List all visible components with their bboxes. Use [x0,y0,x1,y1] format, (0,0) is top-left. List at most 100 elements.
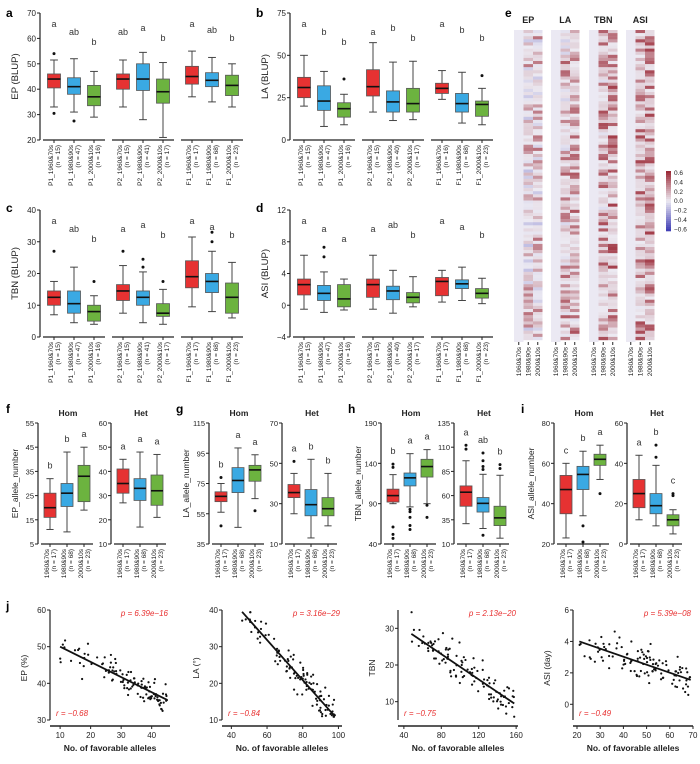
scatter-2-point [462,656,465,659]
colorbar-segment [666,201,671,204]
panel-h-hom-box-1-box [403,472,417,487]
panel-f-het-box-0-n-label: (n = 17) [124,549,131,572]
heatmap-cell [560,132,570,136]
heatmap-cell [560,45,570,49]
heatmap-cell [523,281,533,285]
heatmap-cell [645,305,655,310]
heatmap-cell [523,175,533,179]
panel-g-hom-y-tick-label: 35 [197,540,205,549]
heatmap-cell [608,309,618,313]
panel-g-hom-y-tick-label: 55 [197,510,205,519]
panel-a-box-8-sig-letter: b [229,33,234,43]
heatmap-cell [570,256,580,260]
heatmap-cell [570,309,580,313]
heatmap-cell [570,185,580,189]
panel-f-hom-box-0-n-label: (n = 17) [51,549,58,572]
heatmap-cell [533,274,543,279]
scatter-3-point [671,682,674,685]
colorbar-segment [666,205,671,208]
scatter-3-point [674,685,677,688]
panel-i-het-y-tick-label: 40 [615,459,623,468]
scatter-2-point [430,641,433,644]
scatter-0-point [109,661,112,664]
heatmap-cell [570,123,580,127]
scatter-1-point [292,658,295,661]
heatmap-cell [560,200,570,204]
scatter-1-point [264,622,268,625]
scatter-0-point [121,680,124,684]
panel-i-het-y-tick-label: 0 [619,540,623,549]
heatmap-cell [523,95,533,99]
heatmap-cell [523,219,533,223]
colorbar-segment [666,195,671,198]
heatmap-cell [570,57,580,62]
scatter-2-point [451,637,454,640]
panel-c-y-tick-label: 20 [27,270,36,279]
panel-h-het-box-0-outlier [464,443,468,447]
scatter-1-x-label: No. of favorable alleles [236,743,329,753]
heatmap-cell [635,48,645,52]
scatter-2-point [422,635,425,638]
colorbar-segment [666,177,671,180]
heatmap-cell [645,67,655,71]
heatmap-cell [523,107,533,111]
scatter-3-point [583,655,586,658]
scatter-0-point [153,697,156,700]
heatmap-cell [560,70,570,74]
panel-f-het-box-2-n-label: (n = 23) [158,549,165,572]
heatmap-cell [608,95,618,99]
colorbar-segment [666,175,671,178]
scatter-0-point [123,687,126,690]
scatter-2-point [492,682,496,685]
heatmap-cell [598,336,608,341]
heatmap-cell [560,330,570,334]
heatmap-cell [598,228,608,232]
heatmap-cell-baseline [589,30,599,342]
scatter-1-point [275,654,278,657]
heatmap-cell [635,206,645,210]
heatmap-cell [533,243,543,248]
panel-a-y-tick-label: 60 [27,34,36,43]
panel-g-hom-box-1-x-label: 1980&90s [232,548,239,578]
heatmap-cell [533,271,543,276]
heatmap-cell [570,268,580,272]
colorbar-segment [666,187,671,190]
heatmap-cell [560,194,570,198]
scatter-0-point [126,681,130,684]
heatmap-cell [635,95,645,99]
heatmap-cell [523,88,533,93]
heatmap-cell [523,64,533,68]
heatmap-cell [608,51,618,55]
scatter-2-point [433,657,436,660]
heatmap-cell [598,194,608,198]
panel-h-hom-y-tick-label: 140 [364,459,377,468]
scatter-1-x-tick-label: 100 [332,731,346,740]
heatmap-cell [523,154,533,158]
heatmap-cell [645,51,655,55]
heatmap-cell [533,185,543,189]
heatmap-cell [523,110,533,114]
panel-h-het-box-1-outlier [481,465,485,469]
scatter-0-point [156,696,159,699]
heatmap-cell [608,157,618,161]
panel-d-box-4-sig-letter: ab [388,220,398,230]
scatter-3-point [643,657,646,660]
panel-letter-e: e [505,6,512,20]
scatter-0-point [59,661,62,664]
heatmap-cell [523,116,533,121]
heatmap-cell [570,191,580,195]
heatmap-cell [570,290,580,294]
scatter-1-point [306,672,309,675]
heatmap-cell [523,287,533,291]
heatmap-cell [598,48,608,52]
scatter-1-y-tick-label: 40 [209,606,218,615]
scatter-3-point [685,667,688,670]
heatmap-cell [635,57,645,62]
heatmap-cell [598,64,608,68]
heatmap-cell [598,216,608,220]
heatmap-cell [635,150,645,155]
panel-b-box-8-outlier [480,74,484,78]
panel-d-box-2-n-label: (n = 16) [345,342,352,365]
allele-panel-h: TBN_allele_number4090140190Homb1960&70s(… [353,408,509,578]
scatter-3-point [652,658,655,661]
